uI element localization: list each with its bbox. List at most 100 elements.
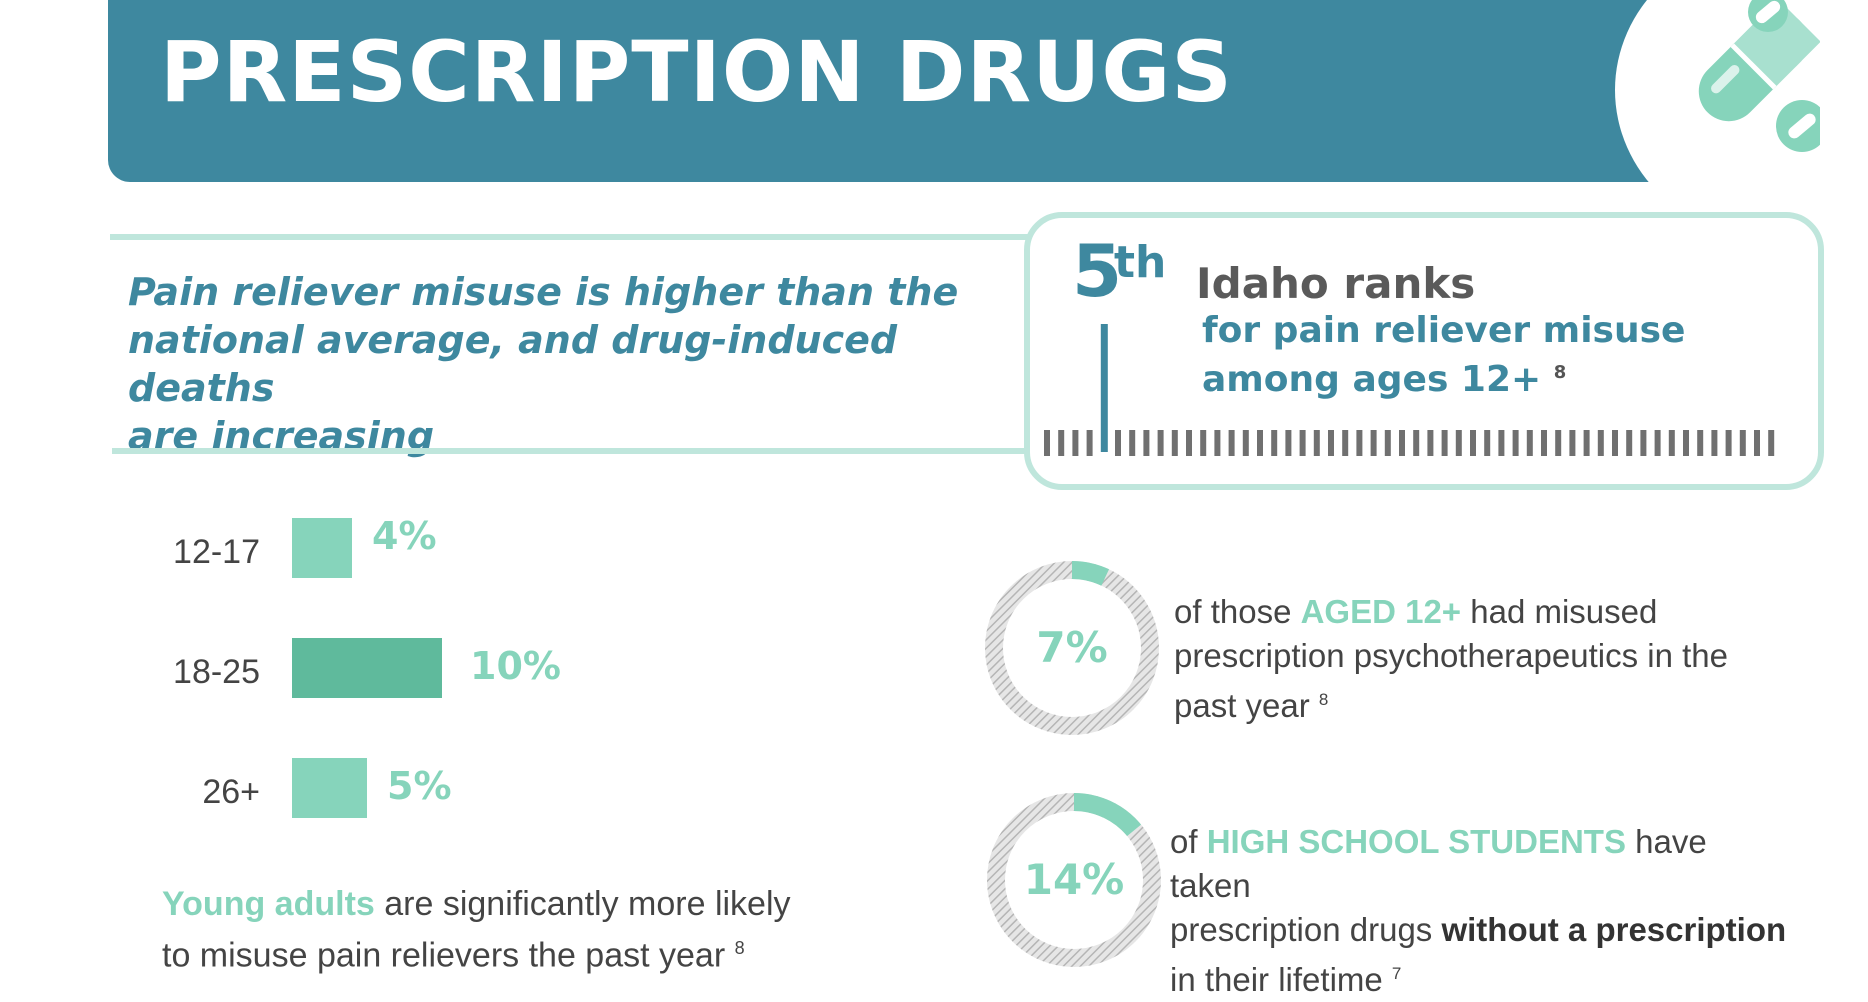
rank-desc-line-1: for pain reliever misuse [1202, 310, 1686, 351]
ruler-tick [1129, 430, 1136, 456]
stat-post: had misused [1461, 593, 1658, 630]
stat-text-aged-12-plus: of those AGED 12+ had misused prescripti… [1174, 590, 1774, 728]
bar [292, 638, 442, 698]
rank-card [1024, 212, 1824, 490]
bar [292, 518, 352, 578]
caption-footnote: 8 [734, 938, 745, 958]
ruler-tick [1285, 430, 1292, 456]
rank-marker [1100, 324, 1108, 452]
bar-value-label: 5% [387, 764, 452, 808]
header-banner [108, 0, 1748, 182]
caption-line-2: to misuse pain relievers the past year [162, 936, 726, 975]
ruler-tick [1342, 430, 1349, 456]
headline-line-2: national average, and drug-induced death… [128, 318, 898, 410]
rank-number: 5 [1072, 229, 1123, 313]
ruler-tick [1214, 430, 1221, 456]
ruler-tick [1186, 430, 1192, 456]
ruler-tick [1271, 430, 1278, 456]
ruler-tick [1328, 430, 1334, 456]
stat-post: have taken [1170, 823, 1707, 904]
ruler-tick [1697, 430, 1704, 456]
ruler-tick [1768, 430, 1775, 456]
ruler-tick [1399, 430, 1405, 456]
ruler-tick [1257, 430, 1263, 456]
ruler-tick [1498, 430, 1505, 456]
ruler-tick [1441, 430, 1448, 456]
ruler-tick [1044, 430, 1050, 456]
ruler-tick [1143, 430, 1150, 456]
ruler-tick [1668, 430, 1675, 456]
rank-suffix: th [1114, 237, 1167, 288]
donut-value-label: 14% [1023, 855, 1125, 904]
headline-bottom-rule [112, 448, 1032, 454]
bar-category-label: 12-17 [173, 533, 260, 571]
stat-highlight: HIGH SCHOOL STUDENTS [1206, 823, 1626, 860]
ruler-tick [1313, 430, 1320, 456]
ruler-tick [1626, 430, 1633, 456]
ruler-tick [1484, 430, 1491, 456]
donut-chart-high-school [987, 793, 1161, 967]
caption-highlight: Young adults [162, 885, 375, 923]
rank-title: Idaho ranks [1196, 259, 1476, 308]
ruler-tick [1569, 430, 1576, 456]
stat-line-2-pre: prescription drugs [1170, 911, 1442, 948]
stat-pre: of those [1174, 593, 1301, 630]
ruler-tick [1555, 430, 1562, 456]
stat-footnote: 7 [1391, 964, 1402, 983]
headline-line-1: Pain reliever misuse is higher than the [128, 270, 959, 314]
pill-capsule-icon [1698, 0, 1820, 152]
ruler-tick [1228, 430, 1235, 456]
stat-line-3: past year [1174, 687, 1310, 724]
donut-chart-aged-12-plus [985, 561, 1159, 735]
ruler-tick [1754, 430, 1760, 456]
ruler-tick [1384, 430, 1391, 456]
ruler-tick [1583, 430, 1590, 456]
rank-footnote: 8 [1553, 362, 1567, 383]
ruler-tick [1739, 430, 1746, 456]
bar [292, 758, 367, 818]
stat-highlight: AGED 12+ [1300, 593, 1462, 630]
ruler-tick [1470, 430, 1476, 456]
ruler-tick [1683, 430, 1689, 456]
ruler-tick [1427, 430, 1434, 456]
donut-value-label: 7% [1036, 623, 1108, 672]
bar-value-label: 4% [372, 514, 437, 558]
ruler-tick [1455, 430, 1462, 456]
stat-line-2: prescription psychotherapeutics in the [1174, 637, 1728, 674]
headline-top-rule [110, 234, 1030, 240]
bar-category-label: 18-25 [173, 653, 260, 691]
rank-description: for pain reliever misuse among ages 12+ … [1202, 310, 1722, 401]
stat-line-3: in their lifetime [1170, 961, 1383, 998]
ruler-tick [1356, 430, 1363, 456]
ruler-tick [1171, 430, 1178, 456]
ruler-tick [1058, 430, 1065, 456]
ruler-tick [1413, 430, 1420, 456]
stat-text-high-school: of HIGH SCHOOL STUDENTS have taken presc… [1170, 820, 1790, 1002]
ruler-tick [1541, 430, 1547, 456]
ruler-tick [1640, 430, 1647, 456]
ruler-tick [1654, 430, 1661, 456]
ruler-tick [1512, 430, 1519, 456]
ruler-tick [1725, 430, 1732, 456]
rank-desc-line-2: among ages 12+ [1202, 359, 1542, 400]
ruler-tick [1200, 430, 1207, 456]
stat-line-2-bold: without a prescription [1441, 911, 1787, 948]
page-title: PRESCRIPTION DRUGS [160, 23, 1233, 121]
ruler-tick [1086, 430, 1093, 456]
rank-ruler [1044, 324, 1775, 456]
ruler-tick [1115, 430, 1121, 456]
ruler-tick [1711, 430, 1718, 456]
stat-footnote: 8 [1318, 690, 1329, 709]
donut-segment [987, 793, 1161, 967]
headline: Pain reliever misuse is higher than the … [128, 268, 1048, 460]
ruler-tick [1597, 430, 1604, 456]
ruler-tick [1612, 430, 1618, 456]
stat-pre: of [1170, 823, 1207, 860]
ruler-tick [1242, 430, 1249, 456]
donut-segment [985, 561, 1159, 735]
ruler-tick [1526, 430, 1533, 456]
bar-chart-caption: Young adults are significantly more like… [162, 882, 862, 977]
caption-line-1: are significantly more likely [374, 885, 791, 923]
ruler-tick [1370, 430, 1377, 456]
ruler-tick [1157, 430, 1164, 456]
